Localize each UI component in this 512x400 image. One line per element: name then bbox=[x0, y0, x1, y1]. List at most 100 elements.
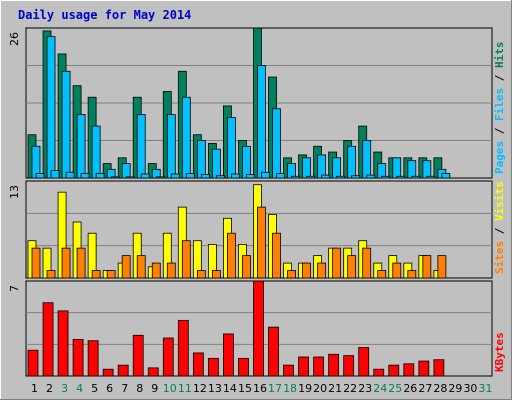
bar-pages-day-27 bbox=[426, 175, 436, 179]
bar-files-day-19 bbox=[302, 157, 311, 179]
bar-files-day-5 bbox=[91, 125, 101, 179]
bar-pages-day-9 bbox=[155, 176, 165, 179]
bar-pages-day-11 bbox=[185, 172, 195, 179]
bar-kbytes-day-8 bbox=[132, 334, 144, 377]
x-tick-day-15: 15 bbox=[238, 382, 252, 395]
legend-kbytes: KBytes bbox=[493, 332, 506, 372]
legend-item-kbytes: KBytes bbox=[493, 332, 506, 372]
x-tick-day-16: 16 bbox=[253, 382, 267, 395]
x-tick-day-18: 18 bbox=[283, 382, 297, 395]
bar-kbytes-day-25 bbox=[388, 364, 400, 377]
legend-text: Pages / Files / Hits bbox=[493, 42, 506, 175]
panels: 26 Pages / Files / Hits 13 Sites / Visits 7 K… bbox=[8, 27, 506, 377]
bar-pages-day-1 bbox=[35, 172, 45, 179]
bar-kbytes-day-21 bbox=[328, 353, 340, 377]
x-tick-day-1: 1 bbox=[31, 382, 38, 395]
bar-sites-day-4 bbox=[76, 247, 86, 279]
bar-kbytes-day-18 bbox=[283, 364, 294, 377]
bar-pages-day-23 bbox=[366, 174, 376, 179]
bar-kbytes-day-7 bbox=[117, 364, 129, 377]
bar-sites-day-15 bbox=[242, 255, 251, 279]
bar-kbytes-day-5 bbox=[87, 340, 99, 377]
bar-kbytes-day-12 bbox=[192, 352, 204, 377]
x-tick-day-8: 8 bbox=[136, 382, 143, 395]
bar-kbytes-day-26 bbox=[403, 363, 415, 377]
x-tick-day-30: 30 bbox=[463, 382, 477, 395]
x-tick-day-14: 14 bbox=[223, 382, 237, 395]
bar-sites-day-28 bbox=[437, 255, 447, 279]
bar-kbytes-day-16 bbox=[253, 280, 264, 377]
bar-pages-day-17 bbox=[276, 172, 285, 179]
x-tick-day-2: 2 bbox=[46, 382, 53, 395]
x-tick-day-22: 22 bbox=[343, 382, 357, 395]
legend-text: KBytes bbox=[493, 332, 506, 372]
x-tick-day-21: 21 bbox=[328, 382, 342, 395]
bar-files-day-21 bbox=[332, 157, 342, 179]
bar-files-day-4 bbox=[76, 114, 86, 179]
bar-files-day-11 bbox=[181, 96, 191, 179]
x-tick-day-24: 24 bbox=[373, 382, 387, 395]
y-max-label: 13 bbox=[8, 185, 21, 199]
legend-item-sites: Sites bbox=[493, 241, 506, 274]
bar-pages-day-5 bbox=[95, 172, 105, 179]
bar-kbytes-day-13 bbox=[207, 357, 219, 377]
panel-hits-files-pages: 26 Pages / Files / Hits bbox=[8, 27, 506, 179]
bar-sites-day-21 bbox=[332, 247, 342, 279]
x-tick-day-13: 13 bbox=[208, 382, 222, 395]
x-tick-day-20: 20 bbox=[313, 382, 327, 395]
x-tick-day-25: 25 bbox=[388, 382, 402, 395]
bar-kbytes-day-10 bbox=[162, 337, 174, 377]
bar-pages-day-2 bbox=[50, 170, 60, 179]
y-max-label: 26 bbox=[8, 32, 21, 46]
bar-files-day-20 bbox=[317, 154, 327, 179]
x-tick-day-7: 7 bbox=[121, 382, 128, 395]
bar-pages-day-26 bbox=[411, 175, 421, 179]
bar-kbytes-day-11 bbox=[177, 319, 189, 377]
x-tick-day-5: 5 bbox=[91, 382, 98, 395]
bar-pages-day-7 bbox=[125, 176, 135, 179]
panel-visits-sites: 13 Sites / Visits bbox=[8, 180, 506, 279]
bar-sites-day-18 bbox=[287, 270, 296, 279]
bar-files-day-18 bbox=[287, 163, 296, 179]
bar-kbytes-day-24 bbox=[373, 368, 385, 377]
bar-files-day-25 bbox=[392, 157, 402, 179]
legend-item-files: Files bbox=[493, 88, 506, 121]
bar-pages-day-20 bbox=[321, 174, 331, 179]
bar-sites-day-13 bbox=[211, 270, 221, 279]
bar-sites-day-12 bbox=[196, 270, 206, 279]
x-tick-day-26: 26 bbox=[403, 382, 417, 395]
x-tick-day-6: 6 bbox=[106, 382, 113, 395]
bar-sites-day-2 bbox=[46, 270, 56, 279]
bar-kbytes-day-9 bbox=[147, 367, 159, 377]
bar-sites-day-19 bbox=[302, 262, 311, 279]
legend-item-pages: Pages bbox=[493, 141, 506, 174]
bar-kbytes-day-20 bbox=[313, 356, 325, 377]
legend-item-sep: / bbox=[493, 68, 506, 88]
bar-files-day-7 bbox=[121, 163, 131, 179]
bar-files-day-27 bbox=[422, 160, 432, 179]
x-tick-day-3: 3 bbox=[61, 382, 68, 395]
bar-sites-day-9 bbox=[151, 262, 161, 279]
bar-files-day-14 bbox=[227, 117, 236, 179]
x-tick-day-19: 19 bbox=[298, 382, 312, 395]
x-tick-day-9: 9 bbox=[151, 382, 158, 395]
bar-files-day-12 bbox=[196, 140, 206, 179]
bar-sites-day-14 bbox=[227, 232, 236, 279]
bar-files-day-22 bbox=[347, 145, 357, 179]
x-tick-day-10: 10 bbox=[163, 382, 177, 395]
bar-sites-day-17 bbox=[272, 232, 281, 279]
bar-pages-day-10 bbox=[170, 173, 180, 179]
bar-files-day-26 bbox=[407, 160, 417, 179]
bar-sites-day-23 bbox=[362, 247, 372, 279]
bar-kbytes-day-17 bbox=[268, 326, 279, 377]
bar-pages-day-24 bbox=[381, 175, 391, 179]
panel-kbytes: 7 KBytes bbox=[8, 280, 506, 377]
bar-sites-day-6 bbox=[106, 270, 116, 279]
bar-sites-day-20 bbox=[317, 262, 327, 279]
bar-kbytes-day-2 bbox=[42, 302, 54, 377]
bar-pages-day-22 bbox=[351, 175, 361, 179]
bar-files-day-17 bbox=[272, 108, 281, 179]
bar-sites-day-3 bbox=[61, 247, 71, 279]
legend-text: Sites / Visits bbox=[493, 181, 506, 274]
